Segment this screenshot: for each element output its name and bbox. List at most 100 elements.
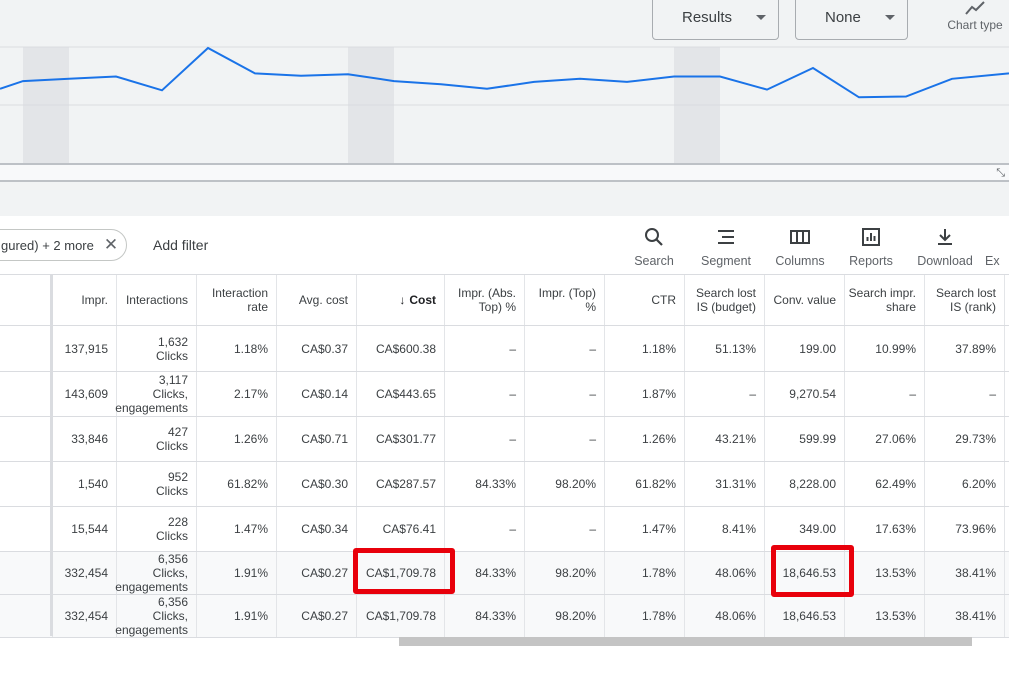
add-filter-button[interactable]: Add filter (153, 237, 209, 253)
cell-value: CA$0.14 (301, 387, 348, 401)
table-row[interactable]: 137,915 1,632 Clicks 1.18% CA$0.37 CA$600.38 –… (0, 326, 1009, 372)
cell-value: – (989, 387, 996, 401)
cell-value: 43.21% (715, 432, 756, 446)
cell-value: CA$0.71 (301, 432, 348, 446)
table-row[interactable]: 33,846 427 Clicks 1.26% CA$0.71 CA$301.77 – – 1.… (0, 417, 1009, 462)
search-button[interactable]: Search (619, 226, 689, 268)
cost-highlight-box (353, 548, 455, 594)
cell-value: 2.17% (233, 387, 268, 401)
cell-lost-rank: – (925, 372, 1005, 416)
cell-value: 37.89% (955, 341, 996, 356)
segment-button[interactable]: Segment (691, 226, 761, 268)
interactions-line: 952 (167, 470, 188, 484)
cell-lost-rank: 38.41% (925, 552, 1005, 594)
comparison-metric-dropdown[interactable]: None (795, 0, 908, 40)
column-header-impr-abs-top[interactable]: Impr. (Abs. Top) % (445, 275, 525, 325)
columns-button-label: Columns (775, 254, 825, 268)
reports-button[interactable]: Reports (836, 226, 906, 268)
cell-conv-value: 9,270.54 (765, 372, 845, 416)
cell-lost-rank: 37.89% (925, 326, 1005, 371)
resize-handle-icon[interactable]: ⤡ (996, 167, 1005, 179)
interactions-stack: 228 Clicks (156, 515, 188, 543)
column-header-impr[interactable]: Impr. (53, 275, 117, 325)
column-header-impr-top[interactable]: Impr. (Top) % (525, 275, 605, 325)
columns-button[interactable]: Columns (765, 226, 835, 268)
cell-value: 27.06% (875, 432, 916, 446)
cell-value: CA$443.65 (375, 387, 436, 401)
interactions-line: Clicks (156, 529, 188, 543)
chevron-down-icon (884, 14, 895, 20)
horizontal-scrollbar[interactable] (399, 637, 972, 646)
table-header-row: Impr. Interactions Interaction rate Avg. co… (0, 275, 1009, 326)
cell-top: 98.20% (525, 595, 605, 637)
interactions-line: 6,356 (157, 595, 188, 609)
interactions-line: Clicks (156, 484, 188, 498)
column-header-label: CTR (651, 293, 676, 307)
cell-interactions: 427 Clicks (117, 417, 197, 461)
cell-value: CA$76.41 (382, 522, 436, 536)
expand-button-label: Ex (985, 254, 1000, 268)
cell-value: 1.18% (233, 341, 268, 356)
interactions-line: 3,117 (158, 373, 188, 387)
cell-lost-budget: 8.41% (685, 507, 765, 551)
cell-top: – (525, 417, 605, 461)
performance-line-chart (0, 46, 1009, 163)
column-header-conv-value[interactable]: Conv. value (765, 275, 845, 325)
column-header-interactions[interactable]: Interactions (117, 275, 197, 325)
column-header-search-impr-share[interactable]: Search impr. share (845, 275, 925, 325)
interactions-line: 6,356 (157, 552, 188, 566)
cell-value: – (909, 387, 916, 401)
column-header-interaction-rate[interactable]: Interaction rate (197, 275, 277, 325)
cell-value: 1.47% (641, 522, 676, 536)
cell-value: 48.06% (715, 609, 756, 623)
cell-impr-share: 10.99% (845, 326, 925, 371)
table-row[interactable]: 143,609 3,117 Clicks, engagements 2.17% CA$0.… (0, 372, 1009, 417)
cell-cost: CA$76.41 (357, 507, 445, 551)
column-header-ctr[interactable]: CTR (605, 275, 685, 325)
cell-value: 1.18% (641, 341, 676, 356)
cell-impr-share: – (845, 372, 925, 416)
performance-chart-area: Results None Chart type ⤡ (0, 0, 1009, 216)
expand-button[interactable]: Ex (985, 254, 1009, 268)
comparison-metric-label: None (825, 8, 861, 26)
column-header-label: Impr. (Top) % (538, 286, 596, 314)
cell-value: 199.00 (799, 341, 836, 356)
table-row[interactable]: 1,540 952 Clicks 61.82% CA$0.30 CA$287.57 84.3… (0, 462, 1009, 507)
download-button[interactable]: Download (910, 226, 980, 268)
table-row[interactable]: 15,544 228 Clicks 1.47% CA$0.34 CA$76.41 – – 1.4… (0, 507, 1009, 552)
cell-value: 349.00 (799, 522, 836, 536)
total-row[interactable]: 332,454 6,356 Clicks, engagements 1.91% CA$0.… (0, 595, 1009, 638)
cell-value: – (509, 522, 516, 536)
cell-lost-rank: 38.41% (925, 595, 1005, 637)
cell-conv-value: 18,646.53 (765, 552, 845, 594)
results-metric-dropdown[interactable]: Results (652, 0, 779, 40)
column-header-search-lost-is-budget[interactable]: Search lost IS (budget) (685, 275, 765, 325)
segment-icon (718, 230, 734, 244)
interactions-line: 1,632 (157, 334, 188, 349)
column-header-cost[interactable]: ↓ Cost (357, 275, 445, 325)
cell-lost-budget: 31.31% (685, 462, 765, 506)
cell-abs-top: – (445, 507, 525, 551)
cell-value: CA$1,709.78 (365, 566, 436, 580)
column-header-label: Avg. cost (298, 293, 348, 307)
cell-abs-top: 84.33% (445, 595, 525, 637)
cell-rate: 1.18% (197, 326, 277, 371)
cell-cost: CA$1,709.78 (357, 595, 445, 637)
chart-type-button[interactable]: Chart type (940, 0, 1009, 32)
download-icon (938, 229, 952, 245)
frozen-column-divider[interactable] (50, 274, 53, 636)
total-row[interactable]: 332,454 6,356 Clicks, engagements 1.91% CA$0.… (0, 552, 1009, 595)
cell-impr-share: 27.06% (845, 417, 925, 461)
chart-range-scrollbar[interactable]: ⤡ (0, 163, 1009, 182)
close-icon[interactable]: ✕ (103, 235, 119, 254)
filter-chip[interactable]: gured) + 2 more ✕ (0, 229, 128, 261)
results-series-line (0, 46, 1009, 99)
reports-button-label: Reports (849, 254, 893, 268)
interactions-stack: 427 Clicks (156, 425, 188, 453)
column-header-search-lost-is-rank[interactable]: Search lost IS (rank) (925, 275, 1005, 325)
cell-value: CA$600.38 (375, 341, 436, 356)
cell-value: – (589, 522, 596, 536)
column-header-avg-cost[interactable]: Avg. cost (277, 275, 357, 325)
line-chart-icon (965, 1, 985, 15)
cell-lost-budget: – (685, 372, 765, 416)
